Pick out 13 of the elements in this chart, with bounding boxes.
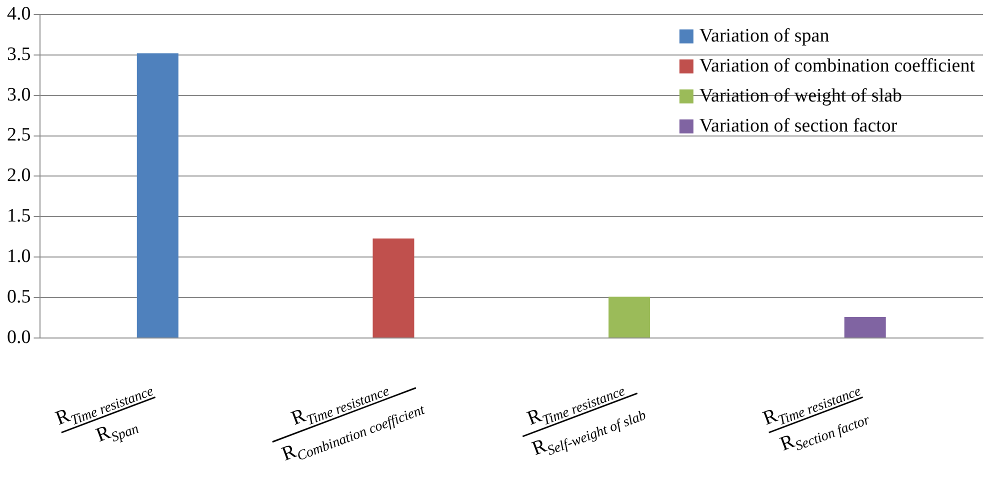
y-tick-label: 4.0 (7, 3, 31, 24)
y-tick-label: 2.0 (7, 165, 31, 186)
y-tick-label: 3.5 (7, 44, 31, 65)
legend-label: Variation of weight of slab (699, 85, 902, 106)
legend-label: Variation of combination coefficient (699, 55, 976, 76)
y-tick-label: 0.5 (7, 286, 31, 308)
y-tick-label: 3.0 (7, 84, 31, 106)
legend-label: Variation of section factor (699, 115, 898, 136)
y-tick-label: 0.0 (7, 326, 31, 348)
legend-label: Variation of span (699, 25, 830, 46)
y-tick-label: 1.5 (7, 206, 31, 227)
y-tick-label: 2.5 (7, 124, 31, 146)
y-tick-label: 1.0 (7, 246, 31, 268)
